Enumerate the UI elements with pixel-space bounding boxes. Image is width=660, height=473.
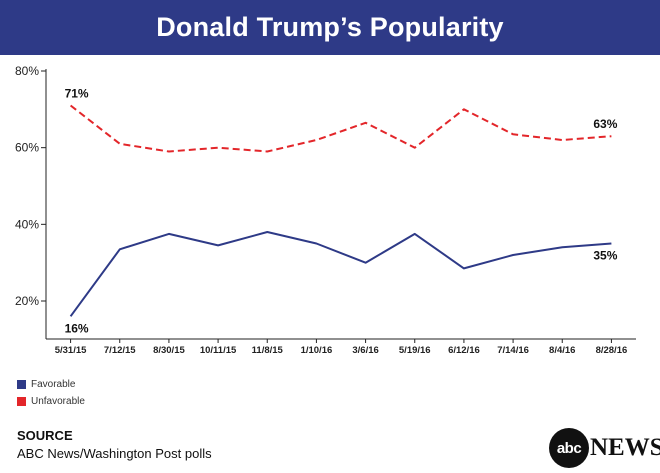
data-label: 35% [593,249,617,263]
abc-news-logo: abc NEWS [549,428,660,468]
x-tick-label: 6/12/16 [448,345,480,355]
legend-item-unfavorable: Unfavorable [17,393,85,410]
x-tick-label: 11/8/15 [252,345,284,355]
legend-swatch-unfavorable [17,397,26,406]
x-tick-label: 3/6/16 [352,345,378,355]
x-tick-label: 7/12/15 [104,345,136,355]
series-line-unfavorable [69,104,612,153]
x-tick-label: 10/11/15 [200,345,237,355]
x-tick-label: 1/10/16 [301,345,333,355]
y-tick-label: 40% [15,217,39,231]
data-label: 63% [593,117,617,131]
legend: Favorable Unfavorable [17,376,85,410]
x-tick-label: 8/30/15 [153,345,185,355]
x-tick-label: 5/31/15 [55,345,87,355]
data-label: 71% [65,87,89,101]
x-tick-label: 7/14/16 [497,345,529,355]
data-label: 16% [65,321,89,335]
news-logo-word: NEWS [590,434,660,461]
source-text: ABC News/Washington Post polls [17,446,212,461]
legend-label-favorable: Favorable [31,379,76,390]
title-bar: Donald Trump’s Popularity [0,0,660,55]
y-tick-label: 80% [15,64,39,78]
x-tick-label: 8/4/16 [549,345,575,355]
y-tick-label: 60% [15,141,39,155]
source-note: SOURCE ABC News/Washington Post polls [17,428,212,461]
abc-logo-mark: abc [549,428,589,468]
y-tick-label: 20% [15,294,39,308]
legend-label-unfavorable: Unfavorable [31,396,85,407]
chart-title: Donald Trump’s Popularity [156,12,504,42]
source-heading: SOURCE [17,428,73,443]
x-tick-label: 5/19/16 [399,345,431,355]
series-line-favorable [69,231,612,317]
x-tick-label: 8/28/16 [596,345,628,355]
legend-item-favorable: Favorable [17,376,85,393]
legend-swatch-favorable [17,380,26,389]
line-chart: 20% 40% 60% 80% 5/31/15 7/12/15 8/30/15 10/11/1… [15,64,636,355]
